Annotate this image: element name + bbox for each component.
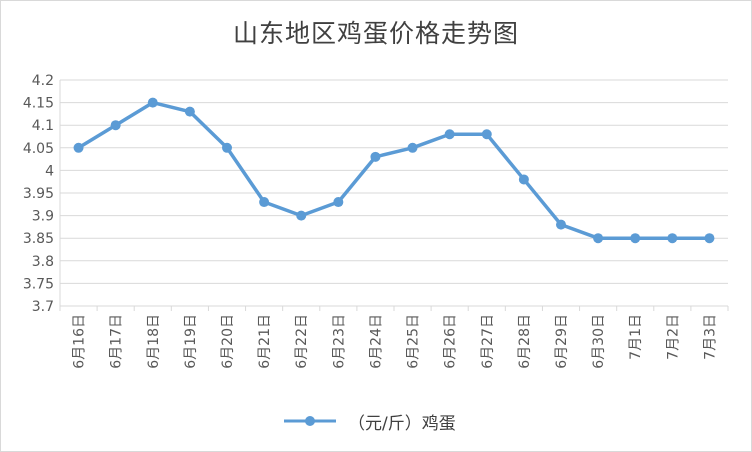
series-line xyxy=(77,100,710,240)
data-point xyxy=(407,142,418,153)
data-point xyxy=(147,97,158,108)
data-point xyxy=(556,219,566,230)
y-tick-label: 4.15 xyxy=(23,96,54,112)
x-tick-label: 6月25日 xyxy=(406,314,422,369)
x-tick-label: 6月22日 xyxy=(294,314,310,369)
data-point xyxy=(593,233,604,244)
x-tick-label: 6月29日 xyxy=(554,314,570,369)
x-tick-label: 6月28日 xyxy=(517,314,533,369)
x-tick-label: 6月18日 xyxy=(146,314,162,369)
data-point xyxy=(296,210,307,221)
x-tick-label: 6月20日 xyxy=(220,314,236,369)
y-tick-label: 4.2 xyxy=(32,73,54,89)
data-point xyxy=(222,142,232,153)
data-point xyxy=(73,142,84,153)
x-tick-label: 7月3日 xyxy=(702,314,718,360)
legend: （元/斤）鸡蛋 xyxy=(284,410,456,434)
x-tick-label: 6月27日 xyxy=(480,314,496,369)
x-tick-label: 6月16日 xyxy=(72,314,88,369)
x-tick-label: 6月26日 xyxy=(443,314,459,369)
gridlines xyxy=(59,79,729,311)
data-point xyxy=(518,174,529,185)
series-layer xyxy=(73,97,715,244)
x-tick-label: 7月2日 xyxy=(665,314,681,360)
x-tick-label: 6月23日 xyxy=(331,314,347,369)
data-point xyxy=(370,151,381,162)
data-point xyxy=(259,197,270,208)
y-tick-label: 3.85 xyxy=(23,231,54,247)
y-tick-label: 3.75 xyxy=(23,276,54,292)
data-point xyxy=(444,129,455,140)
x-tick-label: 6月19日 xyxy=(183,314,199,369)
x-tick-label: 6月21日 xyxy=(257,314,273,369)
chart-title: 山东地区鸡蛋价格走势图 xyxy=(232,19,519,48)
data-point xyxy=(704,233,715,244)
legend-swatch-marker xyxy=(305,416,315,426)
y-tick-label: 4.05 xyxy=(23,141,54,157)
data-point xyxy=(481,129,492,140)
data-point xyxy=(333,197,344,208)
y-tick-label: 4.1 xyxy=(32,118,54,134)
x-tick-label: 7月1日 xyxy=(628,314,644,360)
data-point xyxy=(110,120,121,131)
data-point xyxy=(667,233,678,244)
y-tick-label: 4 xyxy=(45,163,54,179)
y-axis-tick-labels: 3.7 3.75 3.8 3.85 3.9 3.95 4 4.05 4.1 4.15 4.2 xyxy=(23,73,54,315)
legend-series-swatch xyxy=(284,416,336,426)
x-tick-label: 6月17日 xyxy=(109,314,125,369)
data-point xyxy=(184,106,195,117)
y-tick-label: 3.7 xyxy=(32,299,54,315)
y-tick-label: 3.95 xyxy=(23,186,54,202)
x-axis-tick-labels: 6月16日 6月17日 6月18日 6月19日 6月20日 6月21日 6月22日 6月23日… xyxy=(72,314,719,369)
data-point xyxy=(630,233,641,244)
x-tick-label: 6月24日 xyxy=(368,314,384,369)
x-tick-label: 6月30日 xyxy=(591,314,607,369)
y-tick-label: 3.8 xyxy=(32,254,54,270)
legend-series-label: （元/斤）鸡蛋 xyxy=(348,413,456,434)
y-tick-label: 3.9 xyxy=(32,209,54,225)
